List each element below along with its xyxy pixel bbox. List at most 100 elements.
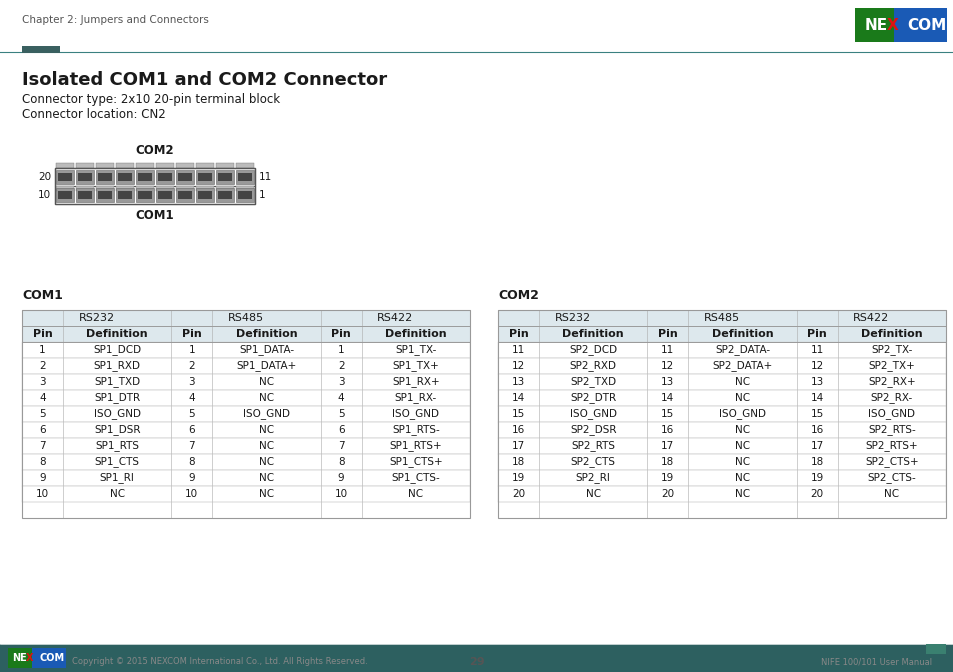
Text: SP1_RTS-: SP1_RTS- (392, 425, 439, 435)
Bar (22, 470, 470, 486)
Bar (22, 438, 470, 454)
Bar (497, 374, 945, 390)
Bar (195, 163, 213, 168)
Text: NC: NC (258, 457, 274, 467)
Text: 20: 20 (512, 489, 524, 499)
Bar (55, 168, 254, 186)
Text: 18: 18 (810, 457, 823, 467)
Bar (158, 173, 172, 181)
Bar (158, 191, 172, 199)
Text: 6: 6 (39, 425, 46, 435)
Bar (497, 438, 945, 454)
Text: 14: 14 (810, 393, 823, 403)
Text: 18: 18 (512, 457, 524, 467)
Text: RS232: RS232 (554, 313, 590, 323)
Text: 1: 1 (39, 345, 46, 355)
Bar (156, 186, 173, 191)
Text: ISO_GND: ISO_GND (243, 409, 290, 419)
Bar (56, 188, 74, 202)
Text: 4: 4 (39, 393, 46, 403)
Bar (55, 168, 254, 204)
Text: SP2_RX-: SP2_RX- (870, 392, 912, 403)
Bar (76, 186, 94, 191)
Text: 16: 16 (512, 425, 524, 435)
Bar (116, 188, 133, 202)
Bar (215, 186, 233, 191)
Bar (22, 358, 470, 374)
Bar (178, 191, 192, 199)
Text: Pin: Pin (182, 329, 201, 339)
Bar (497, 310, 945, 326)
Bar (136, 186, 153, 191)
Text: 6: 6 (337, 425, 344, 435)
Text: 20: 20 (660, 489, 674, 499)
Bar (497, 422, 945, 438)
Text: X: X (886, 17, 898, 32)
Text: SP1_TX-: SP1_TX- (395, 345, 436, 355)
Text: NC: NC (734, 473, 749, 483)
Bar (215, 170, 233, 184)
Bar (235, 186, 253, 191)
Text: SP1_RTS+: SP1_RTS+ (389, 441, 441, 452)
Bar (156, 170, 173, 184)
Text: 13: 13 (660, 377, 674, 387)
Text: Connector location: CN2: Connector location: CN2 (22, 108, 166, 122)
Bar (22, 310, 470, 326)
Bar (76, 188, 94, 202)
Text: SP2_RX+: SP2_RX+ (867, 376, 915, 388)
Text: 12: 12 (660, 361, 674, 371)
Text: SP2_CTS: SP2_CTS (570, 456, 615, 468)
Text: 16: 16 (660, 425, 674, 435)
Bar (136, 163, 153, 168)
Text: RS232: RS232 (78, 313, 114, 323)
Bar (22, 310, 470, 518)
Text: 7: 7 (337, 441, 344, 451)
Bar (218, 173, 232, 181)
Text: 6: 6 (189, 425, 195, 435)
Text: SP2_DSR: SP2_DSR (569, 425, 616, 435)
Bar (235, 170, 253, 184)
Bar (58, 173, 71, 181)
Text: SP2_RXD: SP2_RXD (569, 361, 616, 372)
Text: 11: 11 (810, 345, 823, 355)
Text: ISO_GND: ISO_GND (569, 409, 616, 419)
Bar (175, 188, 193, 202)
Text: Chapter 2: Jumpers and Connectors: Chapter 2: Jumpers and Connectors (22, 15, 209, 25)
Bar (32, 648, 66, 668)
Text: 7: 7 (189, 441, 195, 451)
Text: 29: 29 (469, 657, 484, 667)
Text: X: X (27, 653, 33, 663)
Bar (156, 163, 173, 168)
Text: 15: 15 (810, 409, 823, 419)
Text: SP2_RTS: SP2_RTS (571, 441, 615, 452)
Text: RS422: RS422 (376, 313, 413, 323)
Text: SP1_TXD: SP1_TXD (94, 376, 140, 388)
Bar (136, 188, 153, 202)
Text: 20: 20 (38, 172, 51, 182)
Bar (98, 173, 112, 181)
Text: SP2_TX+: SP2_TX+ (867, 361, 914, 372)
Text: Definition: Definition (87, 329, 148, 339)
Text: NC: NC (734, 425, 749, 435)
Text: 11: 11 (258, 172, 272, 182)
Bar (175, 163, 193, 168)
Text: 16: 16 (810, 425, 823, 435)
Bar (56, 186, 74, 191)
Bar (497, 310, 945, 518)
Text: Definition: Definition (385, 329, 446, 339)
Bar (96, 170, 113, 184)
Text: NE: NE (12, 653, 27, 663)
Text: COM1: COM1 (135, 210, 174, 222)
Text: SP2_RTS-: SP2_RTS- (867, 425, 915, 435)
Text: 17: 17 (660, 441, 674, 451)
Bar (0, 644, 953, 672)
Text: 8: 8 (189, 457, 195, 467)
Text: 14: 14 (512, 393, 524, 403)
Bar (215, 188, 233, 202)
Text: 10: 10 (185, 489, 198, 499)
Text: SP1_DATA+: SP1_DATA+ (236, 361, 296, 372)
Text: Pin: Pin (32, 329, 52, 339)
Text: 15: 15 (512, 409, 524, 419)
Text: NC: NC (258, 393, 274, 403)
Text: 8: 8 (337, 457, 344, 467)
